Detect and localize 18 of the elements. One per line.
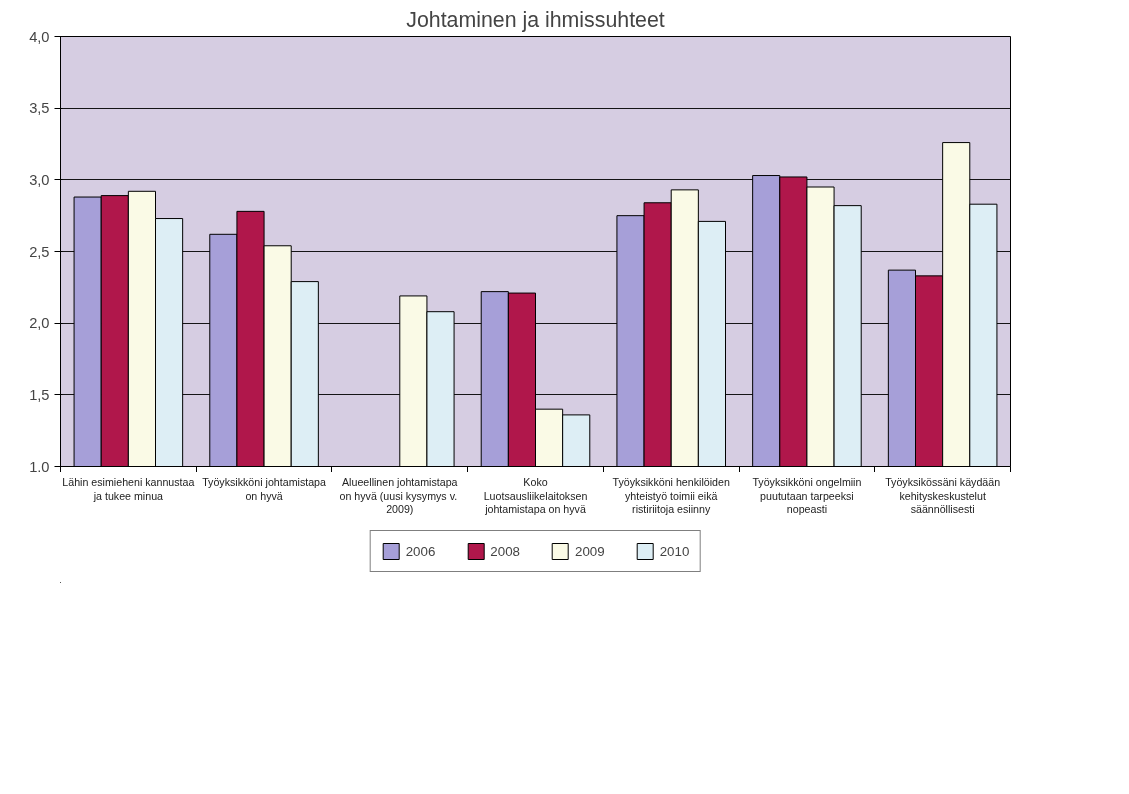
x-tick-label: Työyksikössäni käydään kehityskeskustelut säännöllisesti [885, 475, 1001, 516]
y-tick-label: 1,5 [29, 386, 50, 403]
chart-title: Johtaminen ja ihmissuhteet [406, 7, 665, 32]
x-tick-label: Työyksikköni johtamistapa on hyvä [202, 475, 327, 502]
x-tick-label: Työyksikköni henkilöiden yhteistyö toimii eikä ristiriitoja esiinny [612, 475, 730, 516]
x-tick-label: Koko Luotsausliikelaitoksen johtamistapa on hyvä [483, 475, 588, 516]
x-tick-label: Lähin esimieheni kannustaa ja tukee minua [62, 475, 195, 502]
x-tick-label: Työyksikköni ongelmiin puututaan tarpeeksi nopeasti [752, 475, 862, 516]
legend-label: 2008 [490, 543, 520, 559]
y-tick-label: 4,0 [29, 28, 50, 45]
y-tick-label: 3,5 [29, 100, 50, 117]
legend-label: 2006 [405, 543, 436, 559]
legend-label: 2009 [575, 543, 605, 559]
y-tick-label: 3,0 [29, 171, 50, 188]
legend-label: 2010 [659, 543, 690, 559]
y-tick-label: 2,0 [29, 315, 50, 332]
y-tick-label: 2,5 [29, 243, 50, 260]
x-tick-label: Alueellinen johtamistapa on hyvä (uusi kysymys v. 2009) [339, 475, 458, 516]
